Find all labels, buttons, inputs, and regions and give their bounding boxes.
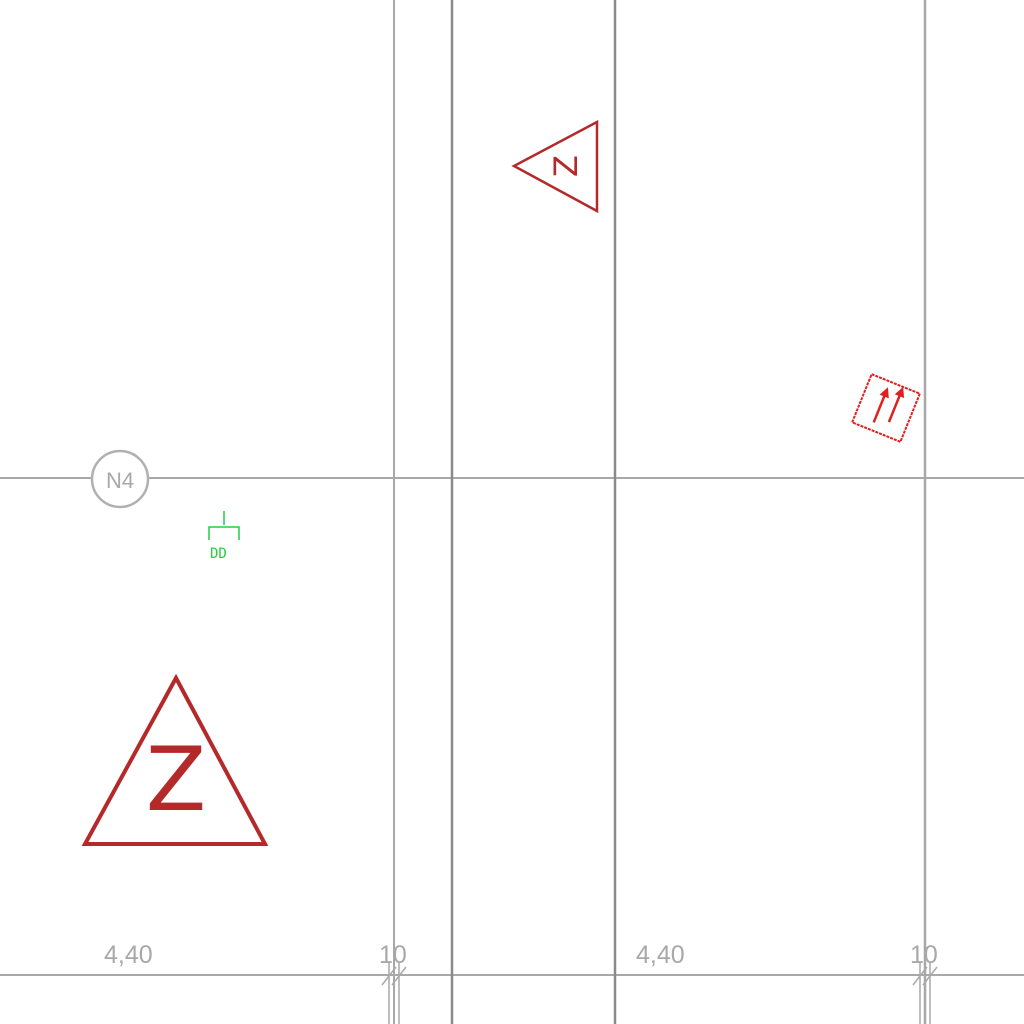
warning-triangle-small-letter: Z (547, 155, 585, 177)
arrow-icon (872, 392, 887, 423)
grid-tag: N4 (90, 449, 150, 509)
dimension-text-right-gap: 10 (910, 941, 938, 969)
sign-frame (850, 372, 922, 444)
dimension-text-left-gap: 10 (379, 941, 407, 969)
double-arrow-sign (850, 372, 922, 444)
fixture-icon (208, 511, 240, 540)
arrow-head-icon (894, 386, 905, 399)
fixture-symbol: DD (208, 511, 240, 562)
triangle-icon (81, 673, 269, 846)
warning-triangle-small: Z (511, 119, 599, 214)
dimension-text-right-span: 4,40 (636, 941, 685, 969)
dimension-ticks-right (912, 962, 938, 1024)
dimension-ticks-left (381, 962, 407, 1024)
triangle-icon (511, 119, 599, 214)
warning-triangle-large: Z (81, 673, 269, 846)
arrow-icon (887, 391, 903, 423)
arrow-head-icon (879, 387, 889, 399)
fixture-label: DD (210, 546, 227, 562)
dimension-text-left-span: 4,40 (104, 941, 153, 969)
grid-tag-label: N4 (106, 468, 134, 493)
warning-triangle-large-letter: Z (146, 728, 206, 831)
